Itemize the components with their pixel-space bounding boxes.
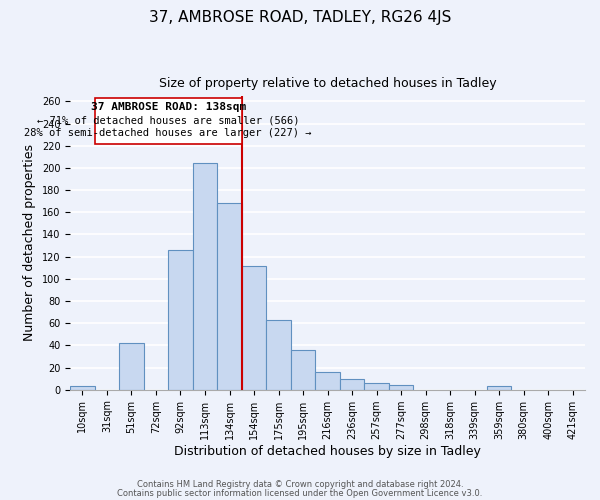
Text: Contains public sector information licensed under the Open Government Licence v3: Contains public sector information licen… (118, 488, 482, 498)
Bar (168, 250, 193, 390)
Text: 37, AMBROSE ROAD, TADLEY, RG26 4JS: 37, AMBROSE ROAD, TADLEY, RG26 4JS (149, 10, 451, 25)
FancyBboxPatch shape (95, 98, 242, 144)
X-axis label: Distribution of detached houses by size in Tadley: Distribution of detached houses by size … (174, 444, 481, 458)
Bar (266, 320, 291, 390)
Bar (217, 204, 242, 390)
Bar (193, 164, 217, 390)
Y-axis label: Number of detached properties: Number of detached properties (23, 144, 36, 342)
Bar (389, 386, 413, 390)
Bar (340, 378, 364, 390)
Text: 37 AMBROSE ROAD: 138sqm: 37 AMBROSE ROAD: 138sqm (91, 102, 246, 113)
Bar (487, 386, 511, 390)
Bar (119, 343, 144, 390)
Bar (70, 386, 95, 390)
Bar (242, 266, 266, 390)
Text: 28% of semi-detached houses are larger (227) →: 28% of semi-detached houses are larger (… (25, 128, 312, 138)
Text: ← 71% of detached houses are smaller (566): ← 71% of detached houses are smaller (56… (37, 116, 299, 126)
Title: Size of property relative to detached houses in Tadley: Size of property relative to detached ho… (159, 78, 496, 90)
Text: Contains HM Land Registry data © Crown copyright and database right 2024.: Contains HM Land Registry data © Crown c… (137, 480, 463, 489)
Bar (364, 383, 389, 390)
Bar (316, 372, 340, 390)
Bar (291, 350, 316, 390)
